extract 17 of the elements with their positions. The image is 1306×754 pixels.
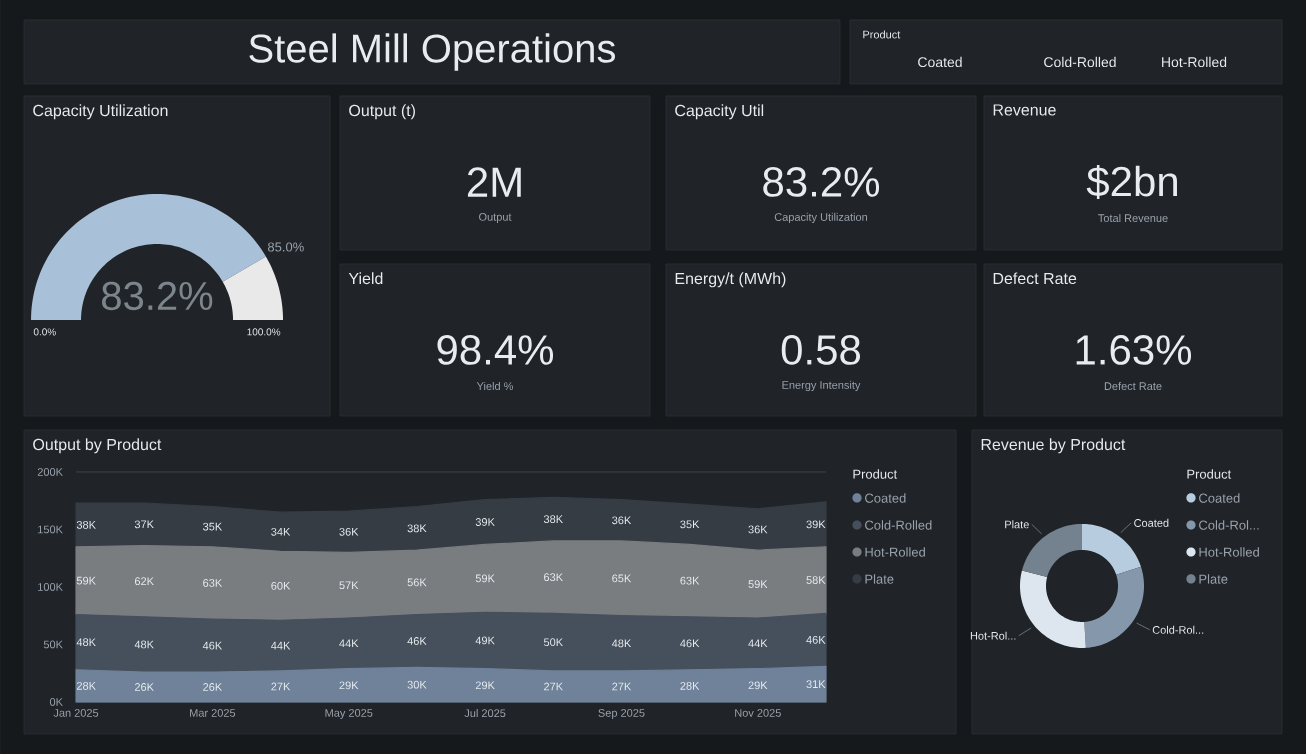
text: 83.2% bbox=[763, 167, 880, 197]
chart-title: Capacity Utilization bbox=[33, 104, 168, 120]
text: 2M bbox=[467, 167, 521, 197]
text: 98.4% bbox=[437, 335, 554, 365]
data-label: 83.2% bbox=[102, 281, 213, 311]
text: Output (t) bbox=[349, 104, 415, 120]
chart-title: Revenue by Product bbox=[981, 438, 1126, 454]
text: Steel Mill Operations bbox=[249, 33, 615, 71]
text: 0.58 bbox=[781, 335, 861, 365]
text: 1.63% bbox=[1076, 335, 1192, 365]
chart-title: Output by Product bbox=[33, 438, 162, 454]
text: Capacity Util bbox=[675, 104, 764, 120]
text: Energy/t (MWh) bbox=[675, 272, 786, 288]
text: $2bn bbox=[1086, 164, 1177, 199]
text: Revenue bbox=[993, 104, 1056, 116]
text: Defect Rate bbox=[993, 272, 1077, 285]
text: Yield bbox=[348, 272, 383, 285]
